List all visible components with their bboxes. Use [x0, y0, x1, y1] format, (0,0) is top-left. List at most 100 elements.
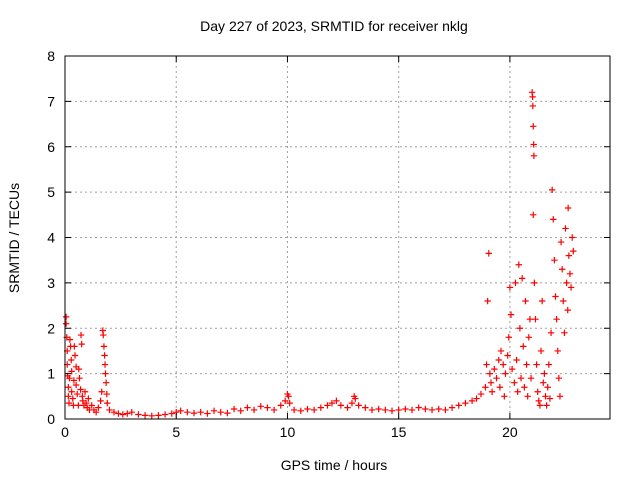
data-point [442, 406, 449, 414]
data-point [485, 250, 492, 257]
y-tick-label: 1 [47, 366, 55, 382]
data-point [530, 152, 538, 160]
data-point [508, 365, 516, 373]
data-point [567, 284, 575, 291]
grid-lines [65, 56, 610, 419]
data-point [75, 365, 82, 373]
data-point [362, 404, 369, 411]
data-point [244, 404, 251, 411]
data-point [355, 402, 362, 409]
data-point [455, 402, 462, 409]
data-point [100, 343, 108, 350]
data-point [533, 361, 540, 368]
data-point [333, 397, 340, 405]
data-point [530, 211, 537, 219]
data-point [382, 406, 389, 414]
data-point [551, 256, 558, 264]
data-point [97, 397, 104, 405]
data-point [141, 412, 149, 419]
data-point [217, 408, 224, 416]
data-point [483, 361, 490, 368]
data-point [210, 407, 218, 415]
data-point [556, 393, 564, 400]
data-point [85, 395, 92, 402]
data-point [448, 404, 456, 411]
data-point [564, 204, 572, 212]
data-point [78, 340, 85, 348]
data-point [505, 334, 512, 341]
y-tick-label: 7 [47, 93, 55, 109]
data-point [135, 411, 142, 418]
data-point [68, 388, 75, 395]
data-point [297, 407, 304, 415]
data-point [375, 405, 382, 413]
data-point [570, 247, 577, 255]
data-point [128, 408, 135, 416]
data-point [101, 361, 109, 368]
data-point [541, 370, 548, 377]
data-point [124, 410, 131, 417]
data-point [537, 347, 545, 355]
data-point [148, 412, 155, 420]
data-point [395, 406, 402, 414]
data-point [161, 411, 169, 418]
data-point [119, 411, 127, 418]
data-point [77, 386, 84, 393]
data-point [532, 315, 539, 323]
data-point [92, 408, 100, 416]
data-point [548, 186, 556, 194]
data-point [529, 102, 537, 110]
data-point [538, 297, 546, 305]
data-point [502, 370, 509, 377]
data-point [290, 406, 298, 414]
data-point [535, 397, 543, 405]
data-point [527, 374, 535, 382]
y-tick-label: 0 [47, 411, 55, 427]
data-point [197, 408, 204, 416]
data-point [477, 390, 485, 398]
data-point [348, 399, 356, 407]
data-point [388, 407, 396, 415]
data-point [184, 408, 191, 416]
data-point [317, 404, 325, 411]
data-point [530, 141, 537, 148]
y-axis-label: SRMTID / TECUs [6, 183, 22, 293]
data-point [204, 410, 211, 417]
y-tick-label: 8 [47, 48, 55, 64]
data-point [568, 234, 576, 241]
data-point [518, 275, 526, 282]
data-point [501, 393, 508, 400]
data-point [515, 261, 522, 268]
data-point [115, 410, 122, 417]
data-point [428, 406, 436, 414]
data-point [545, 361, 553, 368]
data-point [98, 388, 105, 395]
data-point [264, 404, 271, 411]
data-point [564, 306, 571, 314]
data-point [102, 379, 110, 386]
data-point [237, 407, 244, 415]
data-point [462, 399, 469, 407]
data-point [497, 347, 505, 355]
data-point [155, 412, 162, 419]
data-point [524, 393, 531, 400]
data-point [71, 343, 78, 350]
data-point [514, 388, 521, 395]
data-point [540, 379, 547, 386]
data-point [110, 408, 118, 416]
x-tick-label: 20 [502, 424, 518, 440]
data-point [482, 384, 489, 391]
data-point [368, 406, 376, 414]
data-point [511, 379, 518, 386]
data-point [69, 395, 76, 402]
data-point [561, 329, 568, 336]
data-point [507, 311, 515, 318]
data-point [525, 334, 533, 341]
data-point [554, 347, 561, 355]
data-point [529, 93, 536, 101]
x-axis-ticks: 0 5 10 15 20 [61, 56, 518, 440]
x-tick-label: 10 [280, 424, 296, 440]
data-point [468, 397, 476, 405]
data-point [486, 370, 494, 377]
